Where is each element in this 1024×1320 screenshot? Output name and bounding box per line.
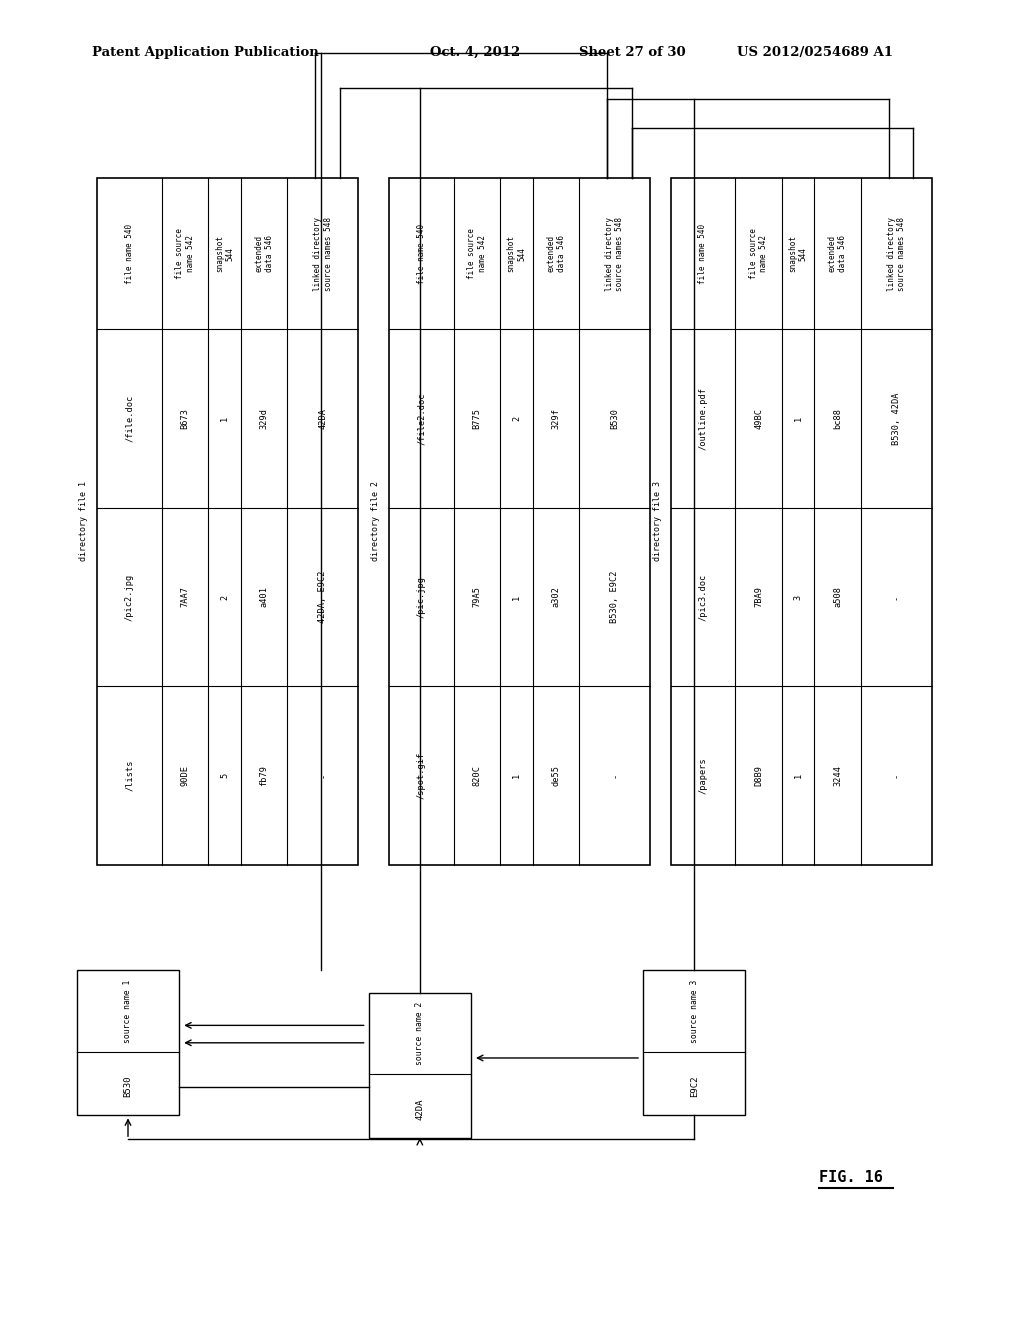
Text: Oct. 4, 2012: Oct. 4, 2012 (430, 46, 520, 59)
Text: 1: 1 (512, 772, 521, 777)
Text: -: - (318, 772, 328, 777)
Bar (77, 970, 179, 1115)
Text: /file.doc: /file.doc (125, 395, 134, 442)
Text: /pic.jpg: /pic.jpg (417, 576, 426, 618)
Text: B673: B673 (180, 408, 189, 429)
Text: source name 2: source name 2 (416, 1002, 424, 1065)
Text: file source
name 542: file source name 542 (749, 228, 768, 279)
Text: file source
name 542: file source name 542 (175, 228, 195, 279)
Text: de55: de55 (552, 764, 560, 785)
Bar (389, 178, 650, 865)
Bar (671, 178, 932, 865)
Text: B530: B530 (124, 1076, 132, 1097)
Bar (369, 993, 471, 1138)
Text: 2: 2 (220, 594, 229, 599)
Text: file name 540: file name 540 (417, 223, 426, 284)
Text: D8B9: D8B9 (754, 764, 763, 785)
Text: 7AA7: 7AA7 (180, 586, 189, 607)
Text: snapshot
544: snapshot 544 (507, 235, 526, 272)
Text: source name 3: source name 3 (690, 979, 698, 1043)
Text: a508: a508 (834, 586, 842, 607)
Text: /file2.doc: /file2.doc (417, 392, 426, 445)
Text: 3: 3 (794, 594, 803, 599)
Text: snapshot
544: snapshot 544 (788, 235, 808, 272)
Text: fb79: fb79 (260, 764, 268, 785)
Text: 49BC: 49BC (754, 408, 763, 429)
Text: /outline.pdf: /outline.pdf (698, 387, 708, 450)
Text: Sheet 27 of 30: Sheet 27 of 30 (579, 46, 685, 59)
Text: 820C: 820C (472, 764, 481, 785)
Text: E9C2: E9C2 (690, 1076, 698, 1097)
Text: /papers: /papers (698, 756, 708, 793)
Text: directory file 2: directory file 2 (372, 482, 380, 561)
Text: FIG. 16: FIG. 16 (819, 1170, 883, 1185)
Text: /lists: /lists (125, 759, 134, 791)
Text: extended
data 546: extended data 546 (546, 235, 565, 272)
Text: 7BA9: 7BA9 (754, 586, 763, 607)
Text: a401: a401 (260, 586, 268, 607)
Text: 42DA, E9C2: 42DA, E9C2 (318, 570, 328, 623)
Bar (643, 970, 745, 1115)
Text: 1: 1 (794, 772, 803, 777)
Text: file source
name 542: file source name 542 (467, 228, 486, 279)
Text: 2: 2 (512, 416, 521, 421)
Text: 42DA: 42DA (416, 1098, 424, 1119)
Text: bc88: bc88 (834, 408, 842, 429)
Text: 79A5: 79A5 (472, 586, 481, 607)
Text: linked directory
source names 548: linked directory source names 548 (887, 216, 906, 290)
Text: /pic2.jpg: /pic2.jpg (125, 573, 134, 620)
Text: linked directory
source names 548: linked directory source names 548 (605, 216, 625, 290)
Text: US 2012/0254689 A1: US 2012/0254689 A1 (737, 46, 893, 59)
Text: Patent Application Publication: Patent Application Publication (92, 46, 318, 59)
Text: file name 540: file name 540 (698, 223, 708, 284)
Text: /pic3.doc: /pic3.doc (698, 573, 708, 620)
Text: B530, E9C2: B530, E9C2 (610, 570, 620, 623)
Text: 1: 1 (512, 594, 521, 599)
Text: a302: a302 (552, 586, 560, 607)
Text: 329d: 329d (260, 408, 268, 429)
Text: 329f: 329f (552, 408, 560, 429)
Text: source name 1: source name 1 (124, 979, 132, 1043)
Text: -: - (892, 594, 901, 599)
Text: directory file 1: directory file 1 (80, 482, 88, 561)
Text: 42DA: 42DA (318, 408, 328, 429)
Text: snapshot
544: snapshot 544 (215, 235, 234, 272)
Bar (97, 178, 358, 865)
Text: 3244: 3244 (834, 764, 842, 785)
Text: B775: B775 (472, 408, 481, 429)
Text: B530: B530 (610, 408, 620, 429)
Text: linked directory
source names 548: linked directory source names 548 (313, 216, 333, 290)
Text: extended
data 546: extended data 546 (827, 235, 847, 272)
Text: -: - (610, 772, 620, 777)
Text: -: - (892, 772, 901, 777)
Text: 90DE: 90DE (180, 764, 189, 785)
Text: B530, 42DA: B530, 42DA (892, 392, 901, 445)
Text: 1: 1 (794, 416, 803, 421)
Text: file name 540: file name 540 (125, 223, 134, 284)
Text: directory file 3: directory file 3 (653, 482, 662, 561)
Text: /spot.gif: /spot.gif (417, 752, 426, 799)
Text: extended
data 546: extended data 546 (254, 235, 273, 272)
Text: 5: 5 (220, 772, 229, 777)
Text: 1: 1 (220, 416, 229, 421)
